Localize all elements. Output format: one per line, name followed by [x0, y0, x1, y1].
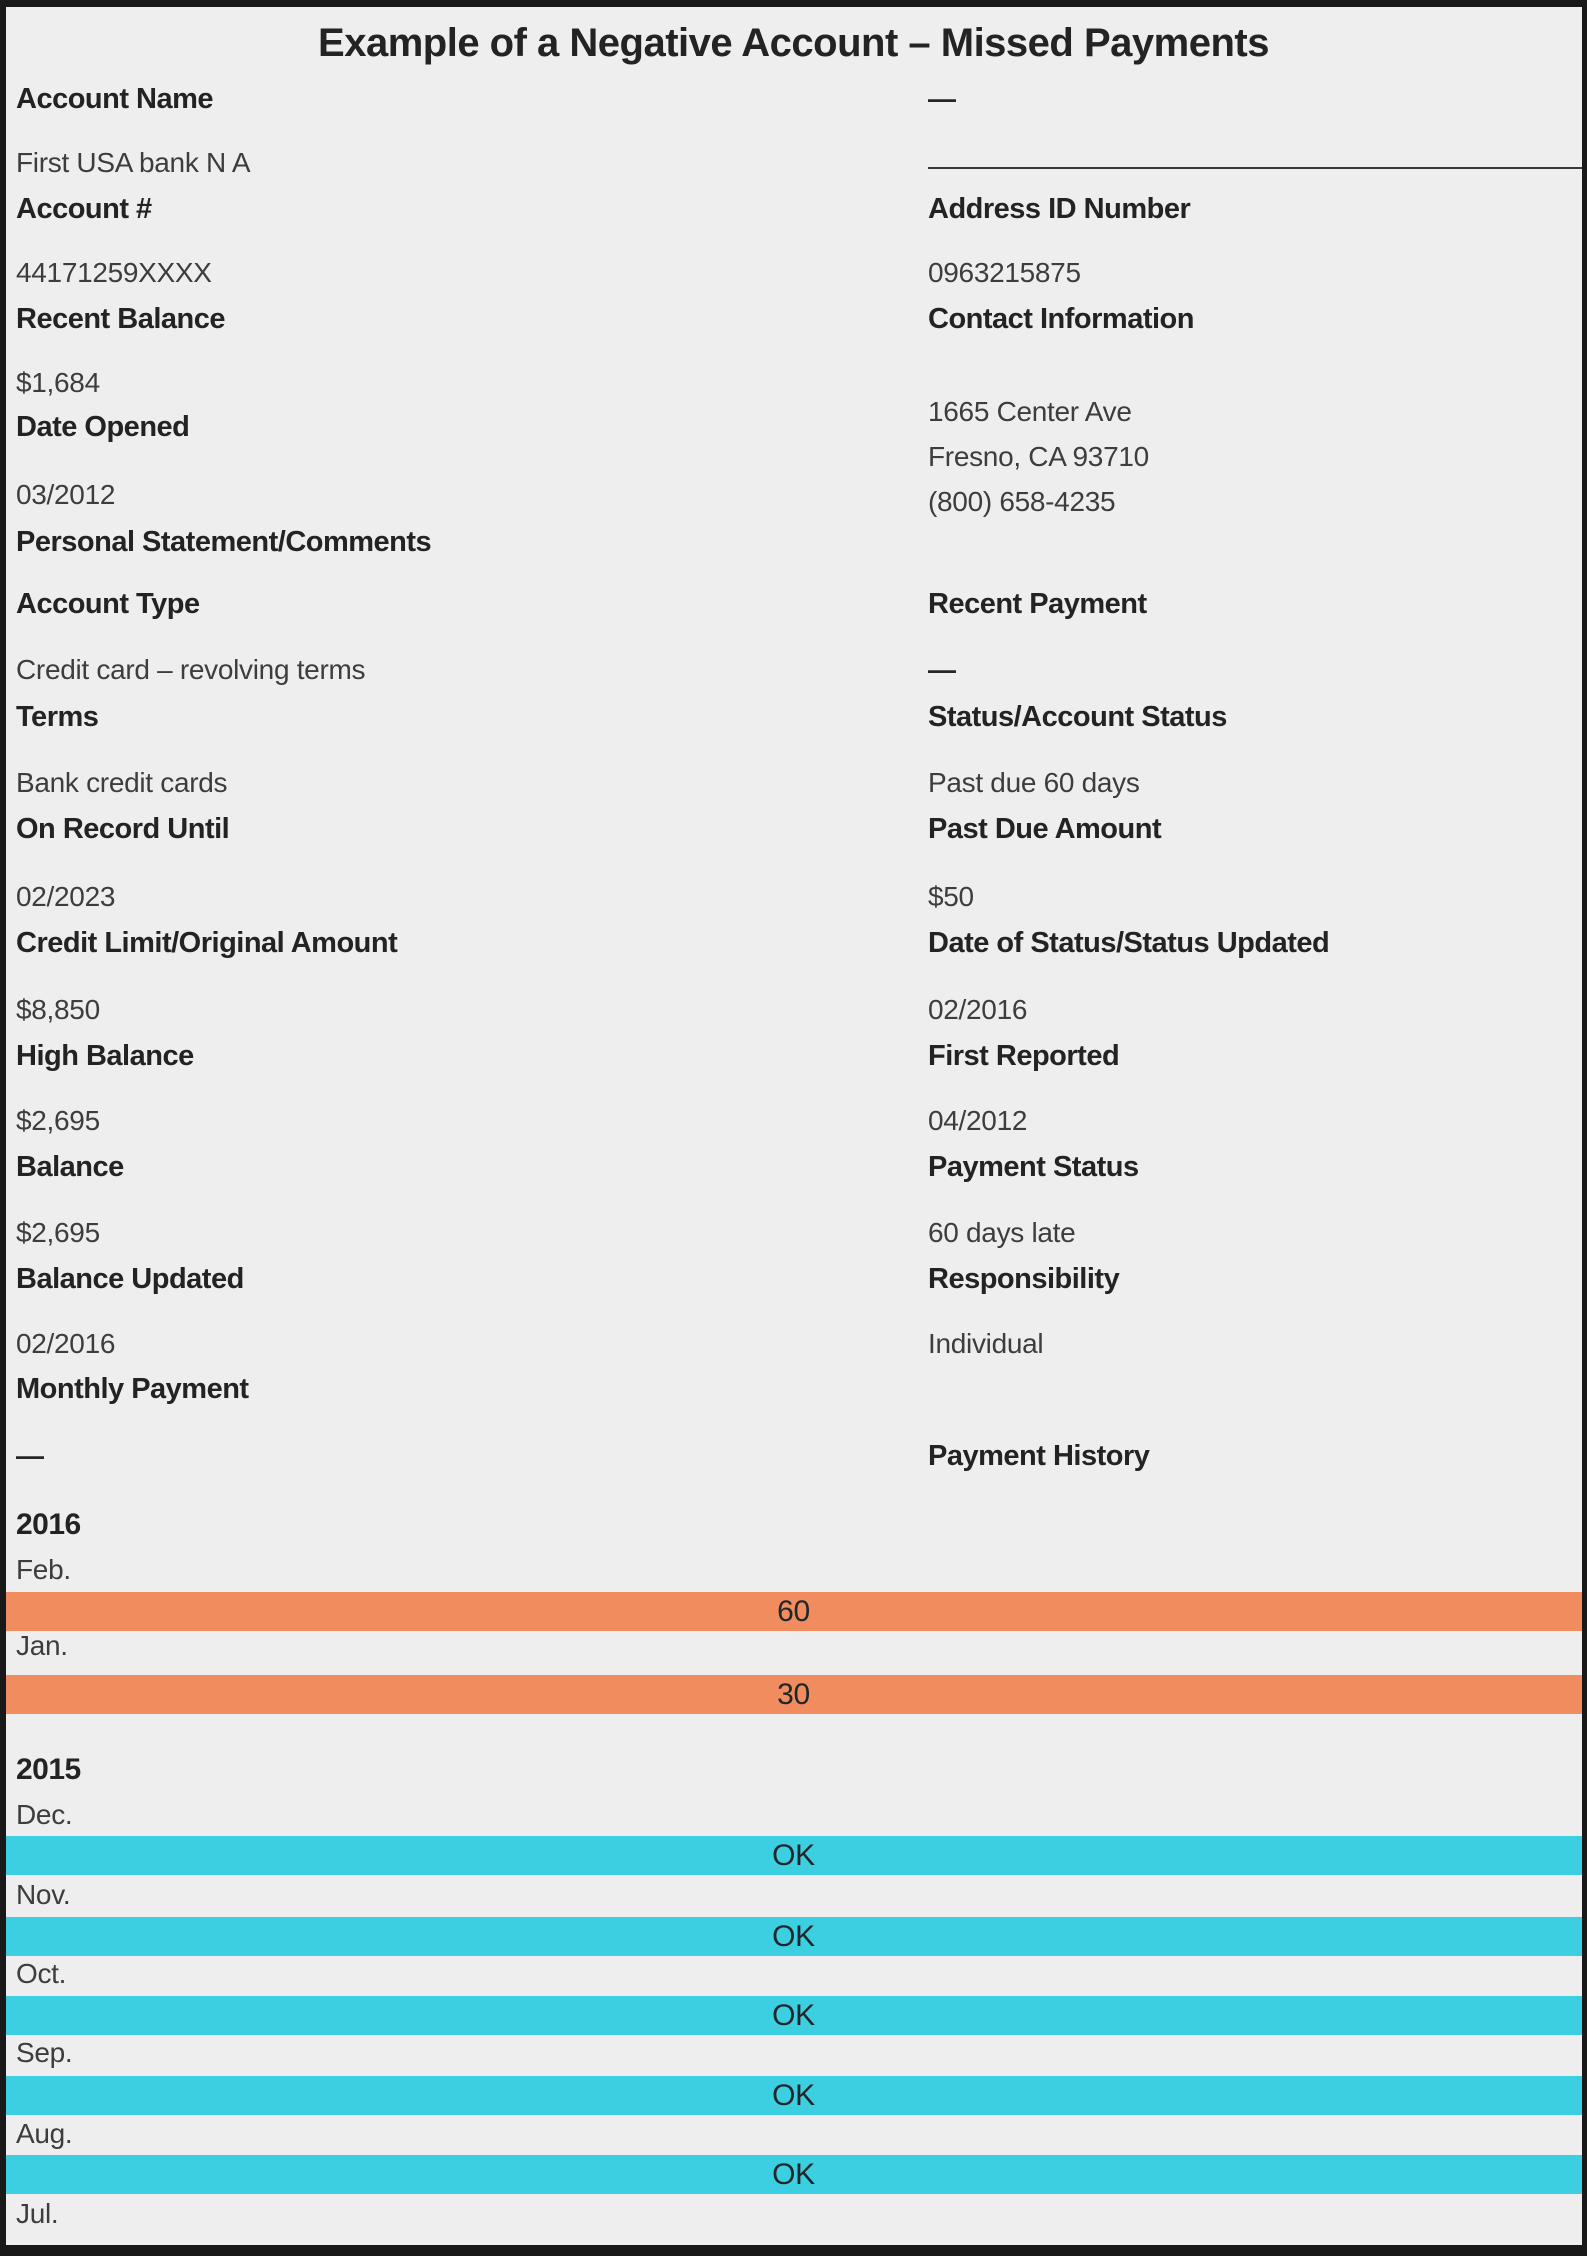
- field-value-recent-balance: $1,684: [16, 367, 100, 398]
- history-month-nov: Nov.: [16, 1879, 71, 1910]
- history-bar-label: 30: [777, 1677, 810, 1711]
- field-value-account-name-right: —: [928, 83, 956, 114]
- field-label-balance-updated: Balance Updated: [16, 1263, 244, 1295]
- field-label-first-reported: First Reported: [928, 1040, 1120, 1072]
- field-label-monthly-payment: Monthly Payment: [16, 1373, 249, 1405]
- history-bar-feb-late-60: 60: [0, 1592, 1587, 1631]
- history-bar-label: OK: [772, 2157, 815, 2191]
- field-value-credit-limit: $8,850: [16, 994, 100, 1025]
- history-bar-sep-ok: OK: [0, 2076, 1587, 2115]
- history-month-aug: Aug.: [16, 2118, 73, 2149]
- field-label-terms: Terms: [16, 701, 99, 733]
- divider-line: [928, 167, 1582, 169]
- history-year-2015: 2015: [16, 1753, 81, 1786]
- field-label-account-status: Status/Account Status: [928, 701, 1227, 733]
- field-label-on-record-until: On Record Until: [16, 813, 230, 845]
- field-label-responsibility: Responsibility: [928, 1263, 1120, 1295]
- history-bar-label: OK: [772, 1838, 815, 1872]
- history-bar-label: OK: [772, 1998, 815, 2032]
- field-value-account-type: Credit card – revolving terms: [16, 654, 366, 685]
- history-bar-label: 60: [777, 1594, 810, 1628]
- history-month-dec: Dec.: [16, 1799, 73, 1830]
- field-label-date-of-status: Date of Status/Status Updated: [928, 927, 1330, 959]
- field-label-payment-status: Payment Status: [928, 1151, 1139, 1183]
- field-value-responsibility: Individual: [928, 1328, 1044, 1359]
- field-value-past-due-amount: $50: [928, 881, 974, 912]
- payment-history-heading: Payment History: [928, 1440, 1150, 1472]
- field-label-personal-statement: Personal Statement/Comments: [16, 526, 432, 558]
- field-label-credit-limit: Credit Limit/Original Amount: [16, 927, 398, 959]
- field-label-balance: Balance: [16, 1151, 124, 1183]
- field-value-contact-information: 1665 Center Ave Fresno, CA 93710 (800) 6…: [928, 396, 1149, 517]
- field-value-date-of-status: 02/2016: [928, 994, 1028, 1025]
- history-bar-nov-ok: OK: [0, 1917, 1587, 1956]
- field-value-terms: Bank credit cards: [16, 767, 228, 798]
- field-value-account-name: First USA bank N A: [16, 147, 251, 178]
- field-value-recent-payment: —: [928, 654, 956, 685]
- field-value-account-status: Past due 60 days: [928, 767, 1140, 798]
- field-label-contact-information: Contact Information: [928, 303, 1195, 335]
- history-month-sep: Sep.: [16, 2037, 73, 2068]
- field-value-account-number: 44171259XXXX: [16, 257, 212, 288]
- field-value-date-opened: 03/2012: [16, 479, 116, 510]
- page-title: Example of a Negative Account – Missed P…: [318, 21, 1269, 65]
- history-bar-oct-ok: OK: [0, 1996, 1587, 2035]
- field-value-address-id: 0963215875: [928, 257, 1081, 288]
- field-label-high-balance: High Balance: [16, 1040, 194, 1072]
- history-bar-jan-late-30: 30: [0, 1675, 1587, 1714]
- field-value-on-record-until: 02/2023: [16, 881, 116, 912]
- history-month-jul: Jul.: [16, 2198, 59, 2229]
- field-label-account-number: Account #: [16, 193, 152, 225]
- field-value-balance: $2,695: [16, 1217, 100, 1248]
- history-month-jan: Jan.: [16, 1630, 68, 1661]
- field-label-account-name: Account Name: [16, 83, 214, 115]
- field-label-recent-balance: Recent Balance: [16, 303, 226, 335]
- field-value-high-balance: $2,695: [16, 1105, 100, 1136]
- history-bar-label: OK: [772, 2078, 815, 2112]
- history-bar-label: OK: [772, 1919, 815, 1953]
- field-label-account-type: Account Type: [16, 588, 200, 620]
- history-month-oct: Oct.: [16, 1958, 67, 1989]
- history-year-2016: 2016: [16, 1508, 81, 1541]
- field-label-address-id: Address ID Number: [928, 193, 1191, 225]
- field-label-date-opened: Date Opened: [16, 411, 190, 443]
- field-label-recent-payment: Recent Payment: [928, 588, 1147, 620]
- history-bar-dec-ok: OK: [0, 1836, 1587, 1875]
- field-value-first-reported: 04/2012: [928, 1105, 1028, 1136]
- field-value-monthly-payment: —: [16, 1440, 44, 1471]
- field-value-payment-status: 60 days late: [928, 1217, 1076, 1248]
- field-label-past-due-amount: Past Due Amount: [928, 813, 1162, 845]
- history-bar-aug-ok: OK: [0, 2155, 1587, 2194]
- history-month-feb: Feb.: [16, 1554, 71, 1585]
- field-value-balance-updated: 02/2016: [16, 1328, 116, 1359]
